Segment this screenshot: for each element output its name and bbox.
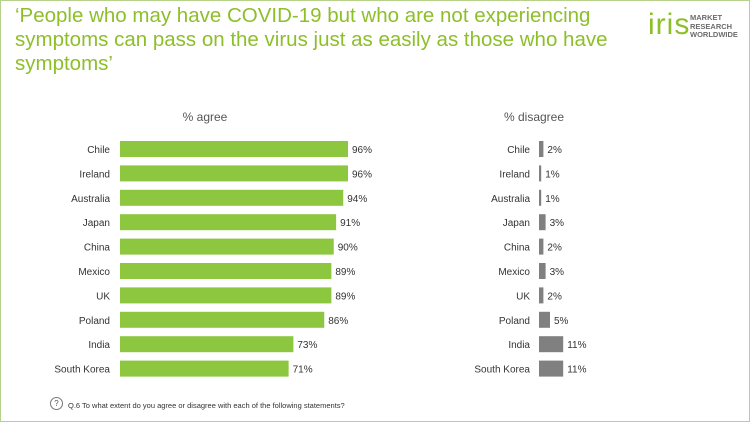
agree-value-label: 73% [297,340,317,351]
agree-chart-title: % agree [183,110,228,124]
disagree-value-label: 2% [547,243,562,254]
disagree-bar [539,238,544,255]
agree-bar [120,336,294,353]
agree-value-label: 71% [293,365,313,376]
agree-value-label: 86% [328,316,348,327]
disagree-category-label: Poland [499,316,530,327]
agree-category-label: China [84,243,111,254]
disagree-bar [539,336,564,353]
disagree-value-label: 2% [547,145,562,156]
question-icon: ? [50,397,63,410]
disagree-value-label: 11% [567,340,586,351]
agree-value-label: 96% [352,169,372,180]
logo-line-1: MARKET [690,13,723,22]
disagree-bar [539,214,546,231]
disagree-bar [539,287,544,304]
disagree-category-label: Australia [491,194,530,205]
agree-bar [120,311,325,328]
disagree-category-label: Ireland [499,169,530,180]
disagree-value-label: 2% [547,291,562,302]
agree-category-label: Mexico [78,267,110,278]
slide-title: ‘People who may have COVID-19 but who ar… [15,4,608,75]
agree-value-label: 89% [335,267,355,278]
disagree-category-label: UK [516,291,530,302]
disagree-bar [539,141,544,157]
agree-value-label: 91% [340,218,360,229]
disagree-value-label: 11% [567,365,586,376]
disagree-category-label: China [504,243,531,254]
agree-bar [120,214,337,231]
disagree-value-label: 1% [545,194,560,205]
agree-bar [120,360,289,377]
agree-bar [120,263,332,279]
agree-category-label: India [88,340,110,351]
disagree-category-label: Japan [503,218,530,229]
disagree-value-label: 5% [554,316,569,327]
disagree-category-label: Mexico [498,267,530,278]
disagree-bar [539,189,542,206]
disagree-bar [539,311,550,328]
agree-bar [120,189,344,206]
agree-value-label: 96% [352,145,372,156]
footnote-text: Q.6 To what extent do you agree or disag… [68,401,345,410]
disagree-value-label: 1% [545,169,560,180]
disagree-bar [539,165,542,182]
agree-bar [120,165,348,182]
disagree-bar [539,360,564,377]
disagree-category-label: India [508,340,530,351]
agree-value-label: 90% [338,243,358,254]
logo-wordmark: iris [648,8,691,41]
bar-charts: % agree Chile 96% Ireland 96% Australia 94% Jap… [54,110,587,377]
agree-bar [120,238,334,255]
logo-tagline: MARKET RESEARCH WORLDWIDE [690,13,738,40]
logo-line-2: RESEARCH [690,21,733,31]
agree-bar [120,141,348,157]
agree-value-label: 94% [347,194,367,205]
agree-category-label: Japan [83,218,110,229]
disagree-category-label: South Korea [474,365,530,376]
agree-category-label: Chile [87,145,110,156]
disagree-chart-title: % disagree [504,110,564,124]
agree-category-label: Australia [71,194,110,205]
agree-bar [120,287,332,304]
disagree-category-label: Chile [507,145,530,156]
disagree-value-label: 3% [550,267,565,278]
agree-category-label: South Korea [54,365,110,376]
logo-line-3: WORLDWIDE [690,30,738,39]
disagree-bar [539,263,546,279]
agree-category-label: Ireland [79,169,110,180]
disagree-value-label: 3% [550,218,565,229]
agree-value-label: 89% [335,291,355,302]
agree-category-label: UK [96,291,110,302]
iris-logo: iris MARKET RESEARCH WORLDWIDE [648,5,746,47]
agree-category-label: Poland [79,316,110,327]
